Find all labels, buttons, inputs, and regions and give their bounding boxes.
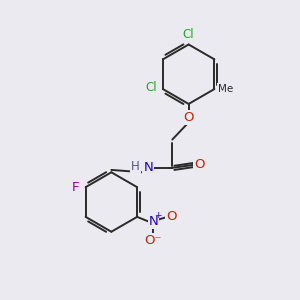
Text: Me: Me	[218, 84, 233, 94]
Text: Cl: Cl	[183, 28, 194, 41]
Text: O⁻: O⁻	[145, 234, 162, 247]
Text: H: H	[131, 160, 140, 173]
Text: F: F	[71, 181, 79, 194]
Text: N: N	[148, 215, 158, 228]
Text: O: O	[166, 210, 176, 224]
Text: N: N	[143, 161, 153, 174]
Text: O: O	[194, 158, 204, 171]
Text: Cl: Cl	[146, 81, 158, 94]
Text: +: +	[154, 212, 162, 220]
Text: O: O	[183, 111, 194, 124]
